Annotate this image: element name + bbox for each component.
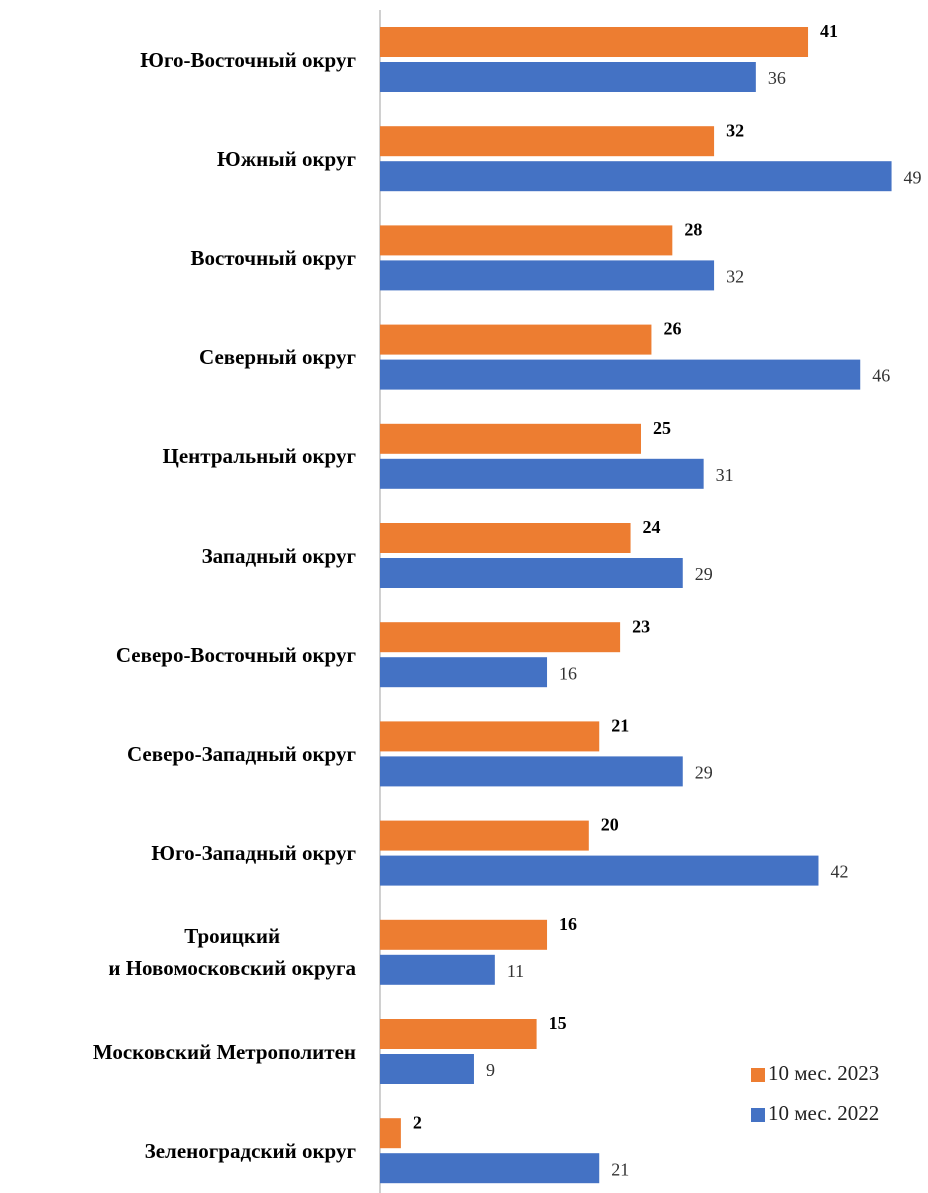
value-label: 36 bbox=[768, 68, 786, 88]
value-label: 25 bbox=[653, 418, 671, 438]
value-label: 42 bbox=[830, 862, 848, 882]
bar bbox=[380, 126, 715, 157]
legend-label: 10 мес. 2023 bbox=[768, 1061, 879, 1085]
category-label: Зеленоградский округ bbox=[144, 1138, 356, 1163]
bar bbox=[380, 1054, 474, 1084]
bar bbox=[380, 657, 548, 688]
bar bbox=[380, 919, 548, 950]
value-label: 32 bbox=[726, 120, 744, 140]
value-label: 11 bbox=[507, 961, 524, 981]
bar bbox=[380, 27, 809, 57]
bar bbox=[380, 324, 652, 355]
legend-label: 10 мес. 2022 bbox=[768, 1101, 879, 1125]
bar bbox=[380, 1153, 600, 1184]
bar bbox=[380, 855, 819, 886]
bar bbox=[380, 62, 756, 92]
value-label: 29 bbox=[695, 564, 713, 584]
bar bbox=[380, 622, 621, 653]
bar bbox=[380, 1118, 401, 1149]
value-label: 31 bbox=[716, 465, 734, 485]
bar bbox=[380, 820, 589, 851]
value-label: 9 bbox=[486, 1060, 495, 1080]
value-label: 20 bbox=[601, 815, 619, 835]
value-label: 2 bbox=[413, 1112, 422, 1132]
bar bbox=[380, 423, 641, 454]
value-label: 16 bbox=[559, 914, 577, 934]
category-label: Северо-Западный округ bbox=[127, 741, 356, 766]
value-label: 28 bbox=[684, 220, 702, 240]
category-label: Троицкий и Новомосковский округа bbox=[108, 924, 356, 981]
value-label: 23 bbox=[632, 616, 650, 636]
category-label: Юго-Западный округ bbox=[151, 841, 356, 866]
category-label: Юго-Восточный округ bbox=[140, 47, 356, 72]
value-label: 32 bbox=[726, 267, 744, 287]
value-label: 26 bbox=[663, 319, 681, 339]
legend-swatch bbox=[751, 1068, 765, 1082]
value-label: 41 bbox=[820, 21, 838, 41]
value-label: 29 bbox=[695, 763, 713, 783]
bar bbox=[380, 225, 673, 256]
value-label: 21 bbox=[611, 1159, 629, 1179]
legend-swatch bbox=[751, 1108, 765, 1122]
bar bbox=[380, 721, 600, 752]
value-label: 49 bbox=[904, 167, 922, 187]
category-label: Московский Метрополитен bbox=[92, 1039, 356, 1064]
category-label: Западный округ bbox=[201, 543, 356, 568]
bar bbox=[380, 1019, 537, 1049]
value-label: 16 bbox=[559, 663, 577, 683]
bar bbox=[380, 523, 631, 553]
bar bbox=[380, 458, 704, 489]
bar bbox=[380, 558, 683, 588]
value-label: 46 bbox=[872, 366, 890, 386]
category-label: Центральный округ bbox=[162, 444, 356, 469]
value-label: 24 bbox=[643, 517, 661, 537]
bar bbox=[380, 260, 715, 291]
category-label: Северный округ bbox=[199, 345, 356, 370]
bar bbox=[380, 756, 683, 787]
value-label: 15 bbox=[549, 1013, 567, 1033]
bar bbox=[380, 161, 892, 192]
bar bbox=[380, 954, 495, 985]
category-label: Северо-Восточный округ bbox=[115, 642, 356, 667]
value-label: 21 bbox=[611, 716, 629, 736]
category-label: Южный округ bbox=[216, 146, 356, 171]
bar bbox=[380, 359, 861, 390]
category-label: Восточный округ bbox=[190, 245, 356, 270]
